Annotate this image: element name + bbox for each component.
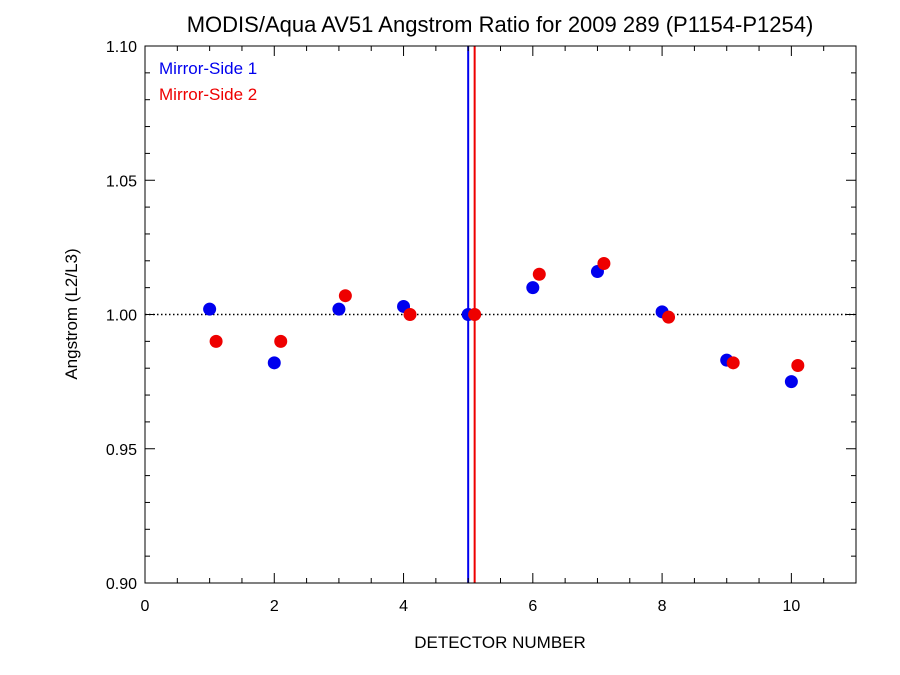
point-series1: [526, 281, 540, 295]
point-series2: [791, 359, 805, 373]
axes: 0 2 4 6 8 10 0.90 0.95 1.00 1.05 1.10: [106, 39, 857, 615]
chart-title: MODIS/Aqua AV51 Angstrom Ratio for 2009 …: [187, 12, 814, 37]
point-series2: [662, 310, 676, 324]
point-series2: [532, 267, 546, 281]
y-tick-label: 0.90: [106, 576, 137, 593]
x-tick-label: 4: [399, 598, 408, 615]
y-tick-label: 0.95: [106, 442, 137, 459]
legend-entry: Mirror-Side 1: [159, 59, 257, 78]
point-series1: [784, 375, 798, 389]
x-axis-label: DETECTOR NUMBER: [414, 633, 586, 652]
y-axis-label: Angstrom (L2/L3): [62, 248, 81, 379]
legend-entry: Mirror-Side 2: [159, 85, 257, 104]
x-tick-label: 2: [270, 598, 279, 615]
point-series2: [274, 334, 288, 348]
data-points: [203, 256, 805, 389]
y-tick-label: 1.05: [106, 173, 137, 190]
y-tick-label: 1.10: [106, 39, 137, 56]
x-tick-label: 10: [782, 598, 800, 615]
reference-lines: [145, 46, 856, 583]
point-series1: [267, 356, 281, 370]
x-tick-label: 6: [528, 598, 537, 615]
legend: Mirror-Side 1 Mirror-Side 2: [159, 59, 257, 104]
point-series1: [203, 302, 217, 316]
point-series2: [209, 334, 223, 348]
x-tick-label: 8: [658, 598, 667, 615]
x-tick-label: 0: [141, 598, 150, 615]
point-series2: [726, 356, 740, 370]
y-tick-label: 1.00: [106, 308, 137, 325]
point-series2: [403, 308, 417, 321]
point-series2: [468, 308, 482, 321]
point-series1: [332, 302, 346, 316]
point-series2: [338, 289, 352, 303]
point-series2: [597, 256, 611, 270]
